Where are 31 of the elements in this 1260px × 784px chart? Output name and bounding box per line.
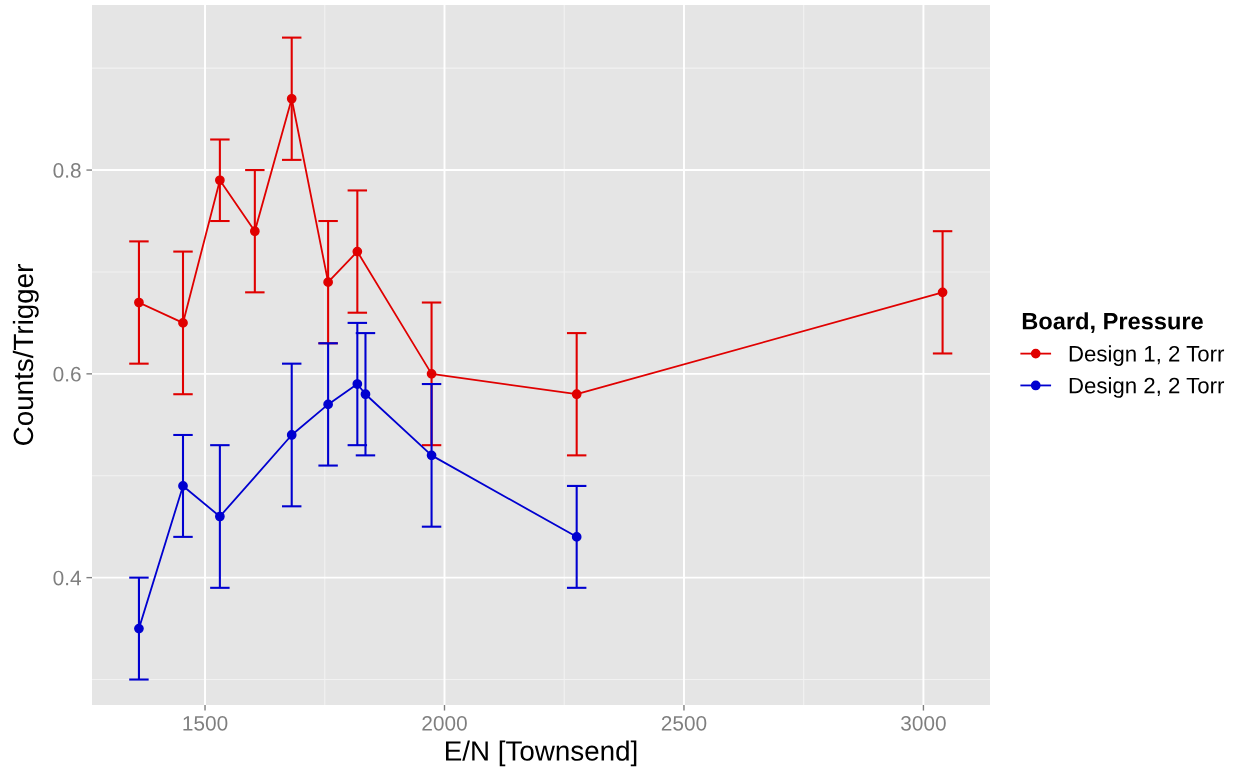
point xyxy=(323,277,333,288)
y-tick-label: 0.4 xyxy=(53,570,81,586)
legend-label: Design 1, 2 Torr xyxy=(1069,345,1225,367)
point xyxy=(286,93,297,104)
x-axis-title: E/N [Townsend] xyxy=(446,740,637,767)
point xyxy=(249,226,260,237)
x-tick-label: 2500 xyxy=(661,715,707,731)
point xyxy=(286,430,297,440)
point xyxy=(178,481,188,491)
point xyxy=(352,246,363,257)
point xyxy=(215,511,225,522)
point xyxy=(937,287,948,298)
point xyxy=(571,389,582,400)
y-tick-label: 0.8 xyxy=(53,163,81,178)
x-tick-label: 2000 xyxy=(422,715,467,731)
legend-label: Design 2, 2 Torr xyxy=(1069,377,1225,398)
point xyxy=(352,379,363,389)
point xyxy=(215,175,225,186)
point xyxy=(134,297,144,308)
point xyxy=(360,389,371,400)
legend-title: Board, Pressure xyxy=(1022,312,1203,333)
point xyxy=(178,318,188,328)
point xyxy=(134,623,144,634)
x-tick-label: 1500 xyxy=(183,715,228,731)
x-tick-label: 3000 xyxy=(901,715,946,731)
point xyxy=(323,399,333,410)
point xyxy=(426,450,437,461)
y-tick-label: 0.6 xyxy=(53,366,81,382)
y-axis-title: Counts/Trigger xyxy=(12,264,39,445)
point xyxy=(571,532,582,542)
point xyxy=(426,368,437,379)
